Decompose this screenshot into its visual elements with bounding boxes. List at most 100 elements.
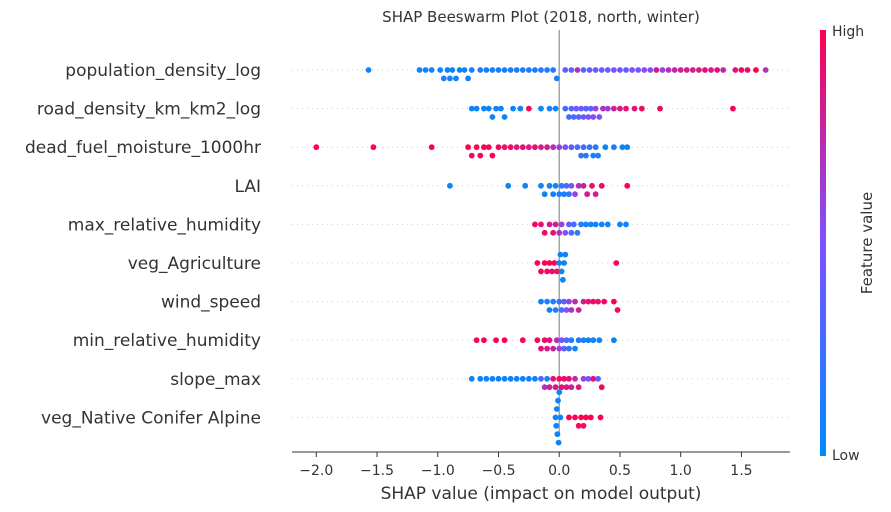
shap-point [568,182,575,189]
shap-point [541,337,548,344]
shap-point [610,298,617,305]
shap-point [552,414,559,421]
shap-point [589,182,595,189]
shap-point [614,307,621,313]
shap-point [555,439,562,446]
shap-point [585,337,592,344]
shap-point [546,337,553,344]
shap-point [587,221,594,228]
shap-point [647,67,654,73]
shap-point [551,260,558,266]
shap-point [566,375,572,382]
shap-point [585,114,592,120]
shap-point [600,105,606,112]
x-tick-label: 0.5 [609,463,631,479]
shap-point [538,268,544,275]
shap-point [477,67,484,73]
shap-point [580,298,587,305]
shap-point [683,67,690,73]
shap-point [370,144,377,151]
shap-point [538,67,544,73]
shap-point [456,67,463,73]
shap-point [580,422,587,429]
shap-point [485,105,492,112]
shap-point [550,144,557,151]
shap-point [580,375,587,382]
shap-point [556,260,563,266]
shap-point [416,67,423,73]
shap-point [541,191,548,198]
shap-point [552,307,559,313]
shap-point [501,114,508,120]
shap-point [580,114,587,120]
shap-point [538,144,544,151]
shap-point [558,307,565,313]
shap-point [562,229,569,236]
shap-point [702,67,708,73]
shap-point [572,414,578,421]
shap-point [501,67,508,73]
shap-point [563,337,570,344]
row-guides [292,69,790,418]
shap-point [546,221,553,228]
shap-point [525,144,532,151]
shap-point [552,384,559,391]
shap-point [592,105,599,112]
shap-point [572,298,578,305]
shap-point [538,345,544,352]
shap-point [544,375,550,382]
shap-point [534,260,541,266]
shap-point [532,67,538,73]
shap-point [538,375,544,382]
feature-label: min_relative_humidity [73,331,261,351]
shap-point [597,414,604,421]
shap-point [507,144,514,151]
feature-label: max_relative_humidity [68,215,261,235]
shap-point [556,229,563,236]
shap-point [586,67,593,73]
shap-point [541,229,548,236]
shap-point [550,298,557,305]
shap-point [570,221,577,228]
shap-point [532,144,538,151]
shap-point [558,268,565,275]
shap-point [437,67,444,73]
shap-point [473,337,480,344]
shap-point [468,67,475,73]
shap-point [671,67,678,73]
shap-point [590,375,597,382]
shap-point [665,67,672,73]
shap-point [562,67,569,73]
shap-point [546,105,553,112]
shap-point [578,105,584,112]
shap-point [507,375,514,382]
shap-point [444,67,451,73]
shap-point [623,221,629,228]
shap-point [568,337,575,344]
shap-point [546,182,553,189]
shap-point [613,260,620,266]
shap-point [557,251,564,258]
shap-point [570,114,577,120]
shap-point [587,105,594,112]
shap-point [573,105,580,112]
shap-point [556,375,563,382]
shap-point [513,375,520,382]
shap-point [522,182,529,189]
shap-point [519,337,526,344]
shap-point [556,389,563,396]
shap-point [313,144,320,151]
shap-point [595,375,601,382]
shap-point [556,345,563,352]
shap-point [553,337,560,344]
shap-point [561,260,567,266]
shap-point [489,375,496,382]
shap-point [590,152,597,159]
shap-point [562,144,569,151]
shap-point [489,67,496,73]
shap-point [619,144,626,151]
shap-point [556,144,563,151]
shap-point [552,182,559,189]
shap-point [604,67,611,73]
shap-point [501,337,508,344]
